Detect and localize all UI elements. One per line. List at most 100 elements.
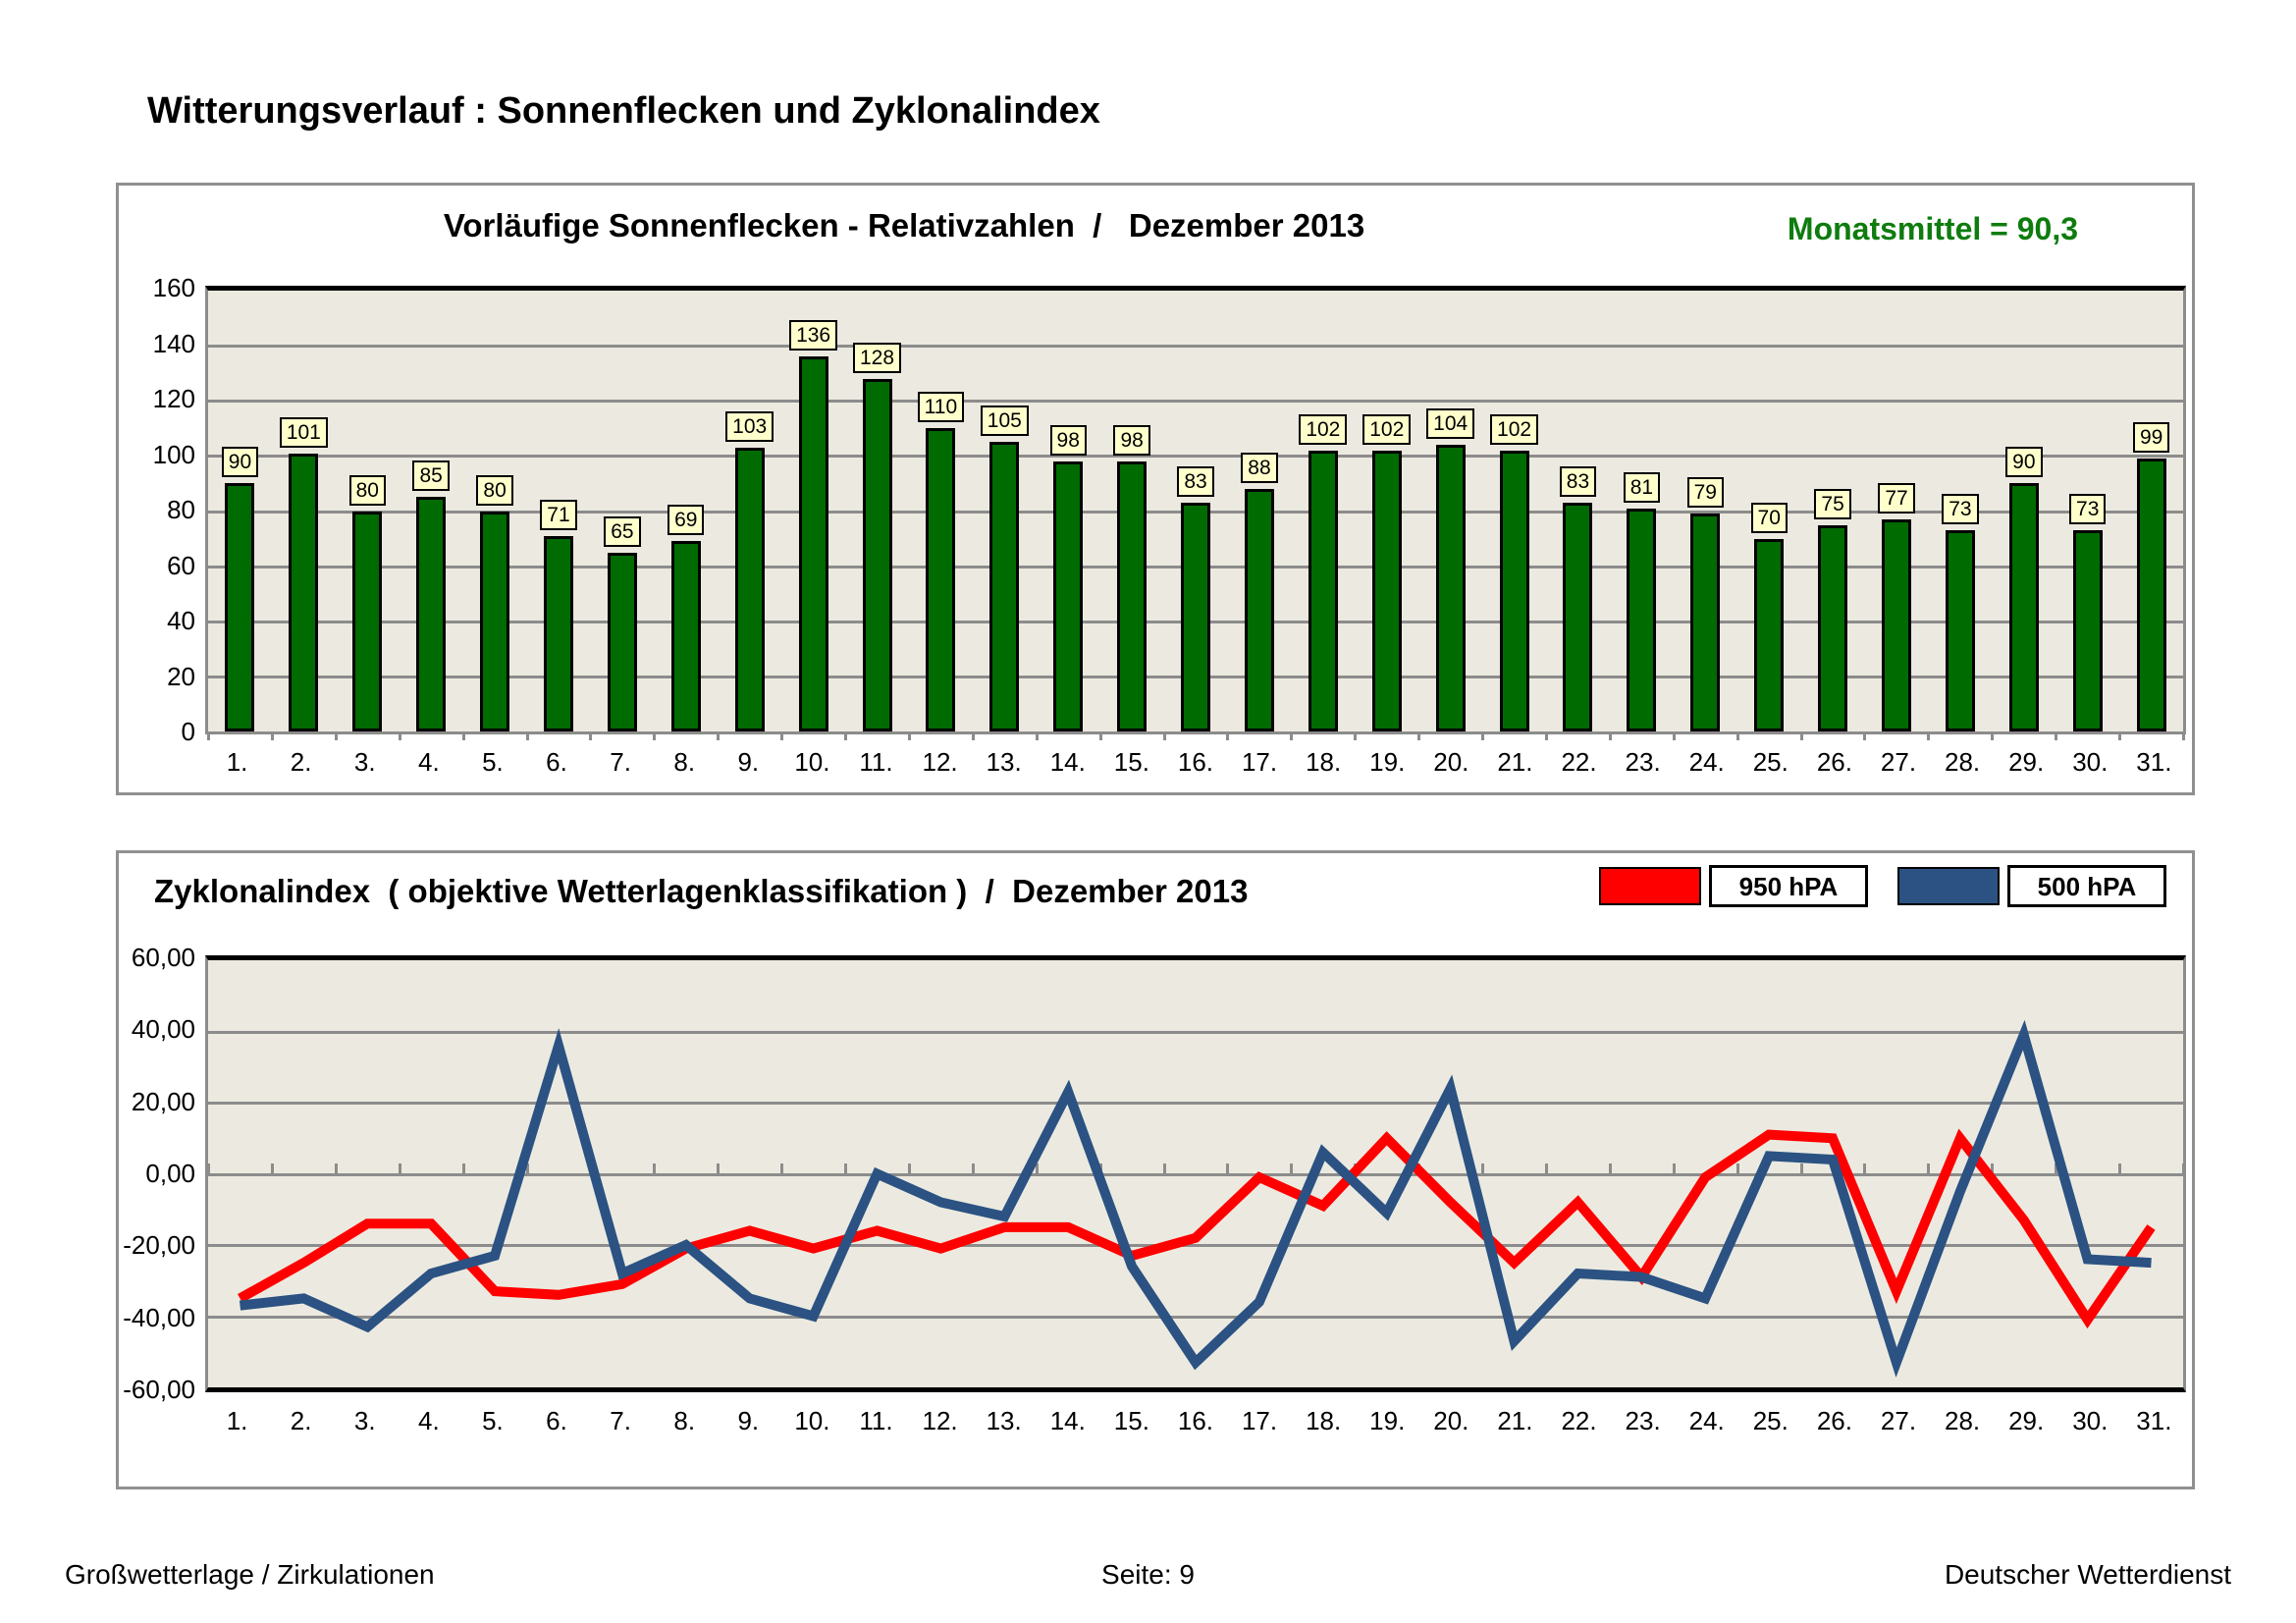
x-axis-tick-label: 15. [1113, 747, 1149, 777]
axis-tick [1991, 1163, 1995, 1173]
sunspot-bar [1371, 450, 1402, 731]
y-axis-tick-label: 100 [152, 439, 195, 469]
bar-value-label: 98 [1049, 425, 1087, 456]
axis-tick [2055, 731, 2058, 740]
x-axis-tick-label: 10. [794, 747, 830, 777]
axis-tick [589, 731, 593, 740]
gridline [208, 1030, 2183, 1034]
bar-value-label: 81 [1623, 471, 1661, 503]
footer-section: Großwetterlage / Zirkulationen [65, 1559, 435, 1590]
x-axis-tick-label: 31. [2136, 747, 2172, 777]
bar-slot: 71 [527, 291, 591, 731]
bar-value-label: 83 [1559, 466, 1597, 498]
bar-value-label: 128 [852, 342, 902, 373]
sunspot-bar [1627, 508, 1657, 731]
bar-slot: 110 [909, 291, 973, 731]
axis-tick [525, 1163, 529, 1173]
y-axis-tick-label: -60,00 [123, 1375, 195, 1404]
x-axis-tick-label: 9. [737, 747, 760, 777]
axis-tick [717, 731, 721, 740]
x-axis-tick-label: 7. [610, 747, 631, 777]
bar-value-label: 105 [980, 406, 1029, 437]
x-axis-tick-label: 2. [290, 1406, 312, 1435]
x-axis-tick-label: 30. [2072, 1406, 2109, 1435]
bar-slot: 105 [973, 291, 1037, 731]
bar-slot: 102 [1355, 291, 1418, 731]
series-line-950-hpa [238, 1128, 2156, 1329]
page-title: Witterungsverlauf : Sonnenflecken und Zy… [147, 90, 1100, 132]
x-axis-tick-label: 3. [353, 1406, 376, 1435]
cyclonal-chart-frame: Zyklonalindex ( objektive Wetterlagenkla… [116, 850, 2195, 1489]
bar-slot: 83 [1164, 291, 1228, 731]
bar-value-label: 98 [1113, 425, 1150, 456]
bar-slot: 90 [208, 291, 272, 731]
axis-tick [1354, 731, 1358, 740]
bar-value-label: 70 [1750, 502, 1788, 533]
axis-tick [270, 1163, 274, 1173]
bar-value-label: 75 [1814, 488, 1851, 519]
x-axis-tick-label: 29. [2008, 747, 2045, 777]
x-axis-tick-label: 23. [1625, 747, 1661, 777]
axis-tick [717, 1163, 721, 1173]
axis-tick [780, 731, 784, 740]
x-axis-tick-label: 18. [1306, 747, 1342, 777]
x-axis-tick-label: 27. [1880, 1406, 1917, 1435]
legend-label-500hpa: 500 hPA [2007, 865, 2166, 907]
bar-slot: 80 [336, 291, 400, 731]
bar-slot: 70 [1737, 291, 1801, 731]
sunspot-bar [1690, 514, 1721, 731]
axis-tick [2182, 731, 2185, 740]
bar-value-label: 65 [604, 515, 641, 547]
bar-value-label: 71 [540, 499, 577, 530]
sunspot-bar [416, 497, 447, 731]
bar-value-label: 77 [1878, 482, 1915, 514]
series-line-500-hpa [239, 1019, 2152, 1378]
axis-tick [907, 731, 911, 740]
bar-slot: 75 [1801, 291, 1865, 731]
axis-tick [1035, 731, 1039, 740]
x-axis-tick-label: 26. [1816, 747, 1852, 777]
cyclonal-x-axis-labels: 1. 2. 3. 4. 5. 6. 7. 8. 9. 10. 11. 12. 13. 14. 15. 16. 1… [205, 1406, 2186, 1436]
sunspot-bar [862, 378, 892, 731]
bar-slot: 98 [1037, 291, 1100, 731]
x-axis-tick-label: 25. [1752, 747, 1789, 777]
x-axis-tick-label: 30. [2072, 747, 2109, 777]
y-axis-tick-label: 160 [152, 273, 195, 302]
sunspot-bar [670, 541, 701, 731]
bar-value-label: 80 [476, 474, 513, 506]
axis-tick [2118, 1163, 2122, 1173]
x-axis-tick-label: 21. [1497, 1406, 1533, 1435]
sunspot-bar [1181, 503, 1211, 731]
bar-slot: 103 [718, 291, 781, 731]
axis-tick [398, 731, 401, 740]
bar-slot: 85 [400, 291, 463, 731]
bar-slot: 98 [1100, 291, 1164, 731]
axis-tick [461, 731, 465, 740]
axis-tick [334, 731, 338, 740]
bar-value-label: 104 [1426, 408, 1475, 440]
sunspot-bar [1053, 461, 1084, 731]
axis-tick [334, 1163, 338, 1173]
sunspot-bar [989, 442, 1020, 731]
y-axis-tick-label: 0 [181, 717, 195, 746]
axis-tick [1672, 1163, 1676, 1173]
axis-tick [1035, 1163, 1039, 1173]
bar-slot: 128 [845, 291, 909, 731]
sunspot-bar [1818, 524, 1848, 731]
y-axis-tick-label: -40,00 [123, 1302, 195, 1332]
x-axis-tick-label: 13. [986, 747, 1022, 777]
sunspot-bar [352, 511, 383, 731]
bar-value-label: 99 [2132, 422, 2170, 454]
sunspot-bar [1244, 489, 1274, 731]
footer-organisation: Deutscher Wetterdienst [1944, 1559, 2231, 1590]
x-axis-tick-label: 8. [673, 1406, 696, 1435]
sunspot-bar [1945, 530, 1975, 731]
x-axis-tick-label: 16. [1177, 747, 1214, 777]
x-axis-tick-label: 18. [1306, 1406, 1342, 1435]
axis-tick [1226, 1163, 1230, 1173]
axis-tick [207, 731, 210, 740]
gridline [208, 1102, 2183, 1105]
bar-value-label: 73 [1942, 494, 1979, 525]
cyclonal-plot [205, 955, 2186, 1392]
